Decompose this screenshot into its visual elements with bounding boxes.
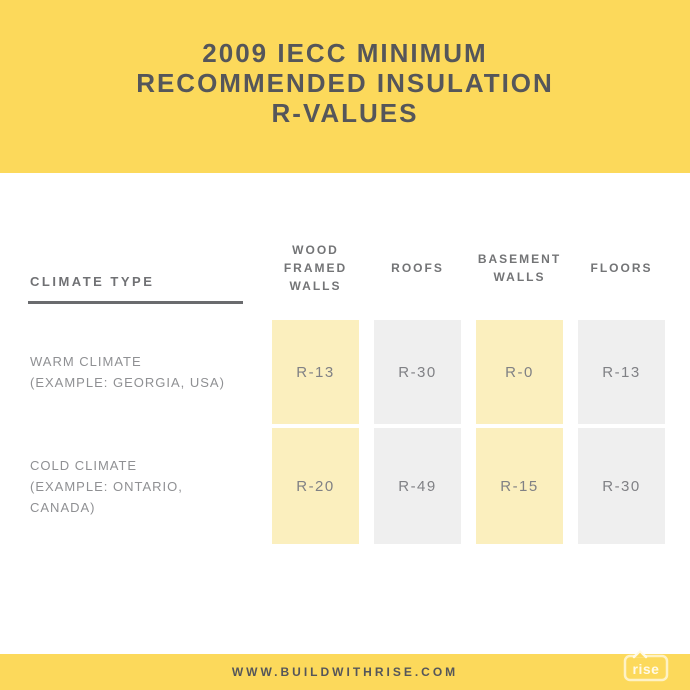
value-cell-warm-basement-walls: R-0 xyxy=(476,320,563,424)
value-cell-cold-roofs: R-49 xyxy=(374,428,461,544)
column-header-floors: FLOORS xyxy=(590,261,653,275)
column-header-basement-walls: BASEMENT WALLS xyxy=(477,252,562,284)
svg-text:rise: rise xyxy=(633,661,660,677)
value-cell-cold-wood-framed-walls: R-20 xyxy=(272,428,359,544)
value-cell-warm-roofs: R-30 xyxy=(374,320,461,424)
table-body: WARM CLIMATE (EXAMPLE: GEORGIA, USA) R-1… xyxy=(28,320,665,544)
page-title: 2009 IECC MINIMUM RECOMMENDED INSULATION… xyxy=(136,37,554,128)
rise-logo: rise xyxy=(622,648,670,684)
footer-band: WWW.BUILDWITHRISE.COM rise xyxy=(0,649,690,690)
column-header-wood-framed-walls: WOOD FRAMED WALLS xyxy=(283,243,348,293)
climate-type-header: CLIMATE TYPE xyxy=(30,274,155,289)
rise-logo-icon: rise xyxy=(623,649,669,682)
insulation-table: CLIMATE TYPE WOOD FRAMED WALLS ROOFS BAS… xyxy=(28,232,665,544)
header-band: 2009 IECC MINIMUM RECOMMENDED INSULATION… xyxy=(0,0,690,173)
value-cell-cold-basement-walls: R-15 xyxy=(476,428,563,544)
table-header-row: CLIMATE TYPE WOOD FRAMED WALLS ROOFS BAS… xyxy=(28,232,665,304)
value-cell-warm-floors: R-13 xyxy=(578,320,665,424)
column-header-roofs: ROOFS xyxy=(391,261,444,275)
table-row-cold-climate: COLD CLIMATE (EXAMPLE: ONTARIO, CANADA) … xyxy=(28,428,665,544)
website-url: WWW.BUILDWITHRISE.COM xyxy=(231,665,459,679)
table-row-warm-climate: WARM CLIMATE (EXAMPLE: GEORGIA, USA) R-1… xyxy=(28,320,665,424)
value-cell-cold-floors: R-30 xyxy=(578,428,665,544)
value-cell-warm-wood-framed-walls: R-13 xyxy=(272,320,359,424)
climate-type-header-cell: CLIMATE TYPE xyxy=(28,232,243,304)
row-label-cold-climate: COLD CLIMATE (EXAMPLE: ONTARIO, CANADA) xyxy=(30,457,183,515)
row-label-warm-climate: WARM CLIMATE (EXAMPLE: GEORGIA, USA) xyxy=(30,354,225,390)
